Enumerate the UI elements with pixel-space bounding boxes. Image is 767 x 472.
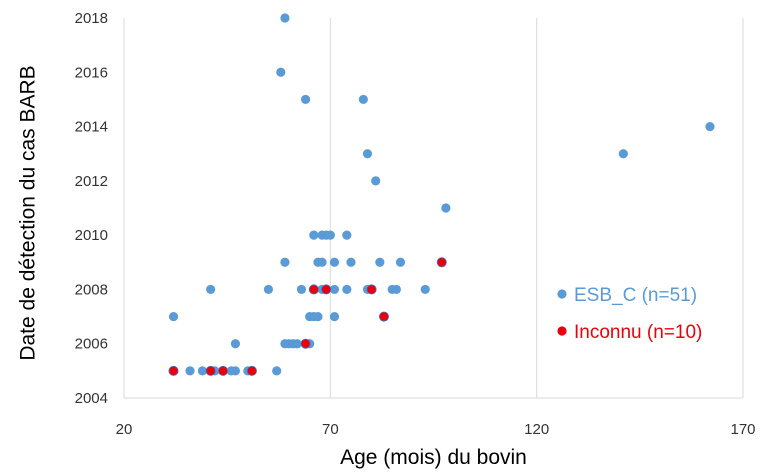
- data-point: [296, 284, 307, 295]
- data-point: [441, 203, 451, 213]
- data-point: [317, 257, 327, 267]
- data-point: [308, 284, 319, 295]
- data-point: [436, 257, 447, 268]
- legend-label: Inconnu (n=10): [574, 322, 702, 343]
- data-point: [366, 284, 377, 295]
- data-point: [362, 149, 373, 159]
- data-point: [346, 257, 356, 267]
- y-tick-label: 2006: [75, 336, 108, 353]
- y-tick-label: 2008: [75, 281, 108, 298]
- data-point: [342, 230, 352, 240]
- legend-marker: [557, 289, 567, 299]
- data-point: [300, 338, 311, 349]
- data-point: [313, 311, 323, 322]
- data-point: [197, 366, 208, 376]
- data-point: [325, 230, 335, 240]
- data-point: [230, 366, 241, 376]
- x-tick-label: 20: [116, 421, 133, 438]
- y-tick-label: 2004: [75, 390, 108, 407]
- x-tick-label: 70: [322, 421, 339, 438]
- data-point: [371, 176, 381, 186]
- data-point: [378, 311, 389, 322]
- y-tick-labels: 2004 2006 2008 2010 2012 2014 2016 2018: [75, 10, 108, 407]
- data-point: [272, 366, 282, 376]
- x-tick-labels: 20 70 120 170: [116, 421, 756, 438]
- x-tick-label: 120: [524, 421, 549, 438]
- data-point: [276, 67, 286, 77]
- data-point: [168, 365, 179, 376]
- data-point: [185, 366, 195, 376]
- data-point: [280, 257, 290, 267]
- data-point: [391, 284, 401, 295]
- data-point: [246, 365, 257, 376]
- data-point: [329, 284, 340, 295]
- y-tick-label: 2014: [75, 119, 108, 136]
- data-points: [168, 13, 715, 376]
- data-point: [342, 284, 352, 295]
- legend: ESB_C (n=51) Inconnu (n=10): [557, 285, 702, 343]
- data-point: [230, 339, 241, 349]
- y-tick-label: 2018: [75, 10, 108, 27]
- legend-label: ESB_C (n=51): [574, 285, 697, 306]
- data-point: [168, 311, 179, 322]
- data-point: [329, 311, 340, 322]
- data-point: [205, 365, 216, 376]
- y-tick-label: 2012: [75, 173, 108, 190]
- data-point: [263, 284, 274, 295]
- y-tick-label: 2010: [75, 227, 108, 244]
- data-point: [329, 257, 340, 267]
- data-point: [292, 339, 302, 349]
- y-tick-label: 2016: [75, 64, 108, 81]
- series-2: [168, 257, 447, 376]
- x-tick-label: 170: [730, 421, 755, 438]
- gridlines: [123, 18, 744, 398]
- data-point: [618, 149, 628, 159]
- y-axis-title: Date de détection du cas BARB: [17, 65, 40, 360]
- data-point: [420, 284, 430, 295]
- data-point: [309, 230, 319, 240]
- x-axis-title: Age (mois) du bovin: [340, 446, 527, 469]
- data-point: [705, 121, 715, 132]
- data-point: [218, 365, 229, 376]
- data-point: [321, 284, 332, 295]
- data-point: [395, 257, 406, 267]
- data-point: [206, 284, 216, 295]
- data-point: [375, 257, 385, 267]
- legend-marker: [557, 326, 567, 336]
- data-point: [280, 13, 290, 23]
- data-point: [300, 94, 311, 105]
- data-point: [358, 94, 368, 105]
